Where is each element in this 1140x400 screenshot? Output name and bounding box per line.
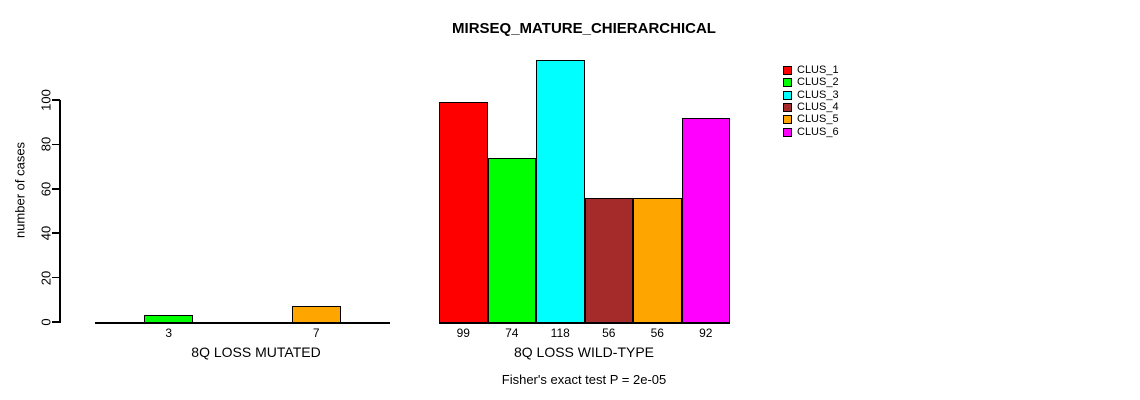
bar-clus_5 bbox=[291, 306, 341, 324]
y-axis-line bbox=[59, 100, 61, 323]
bar-value-label: 74 bbox=[505, 326, 519, 340]
y-axis-tick bbox=[52, 99, 60, 101]
group-label: 8Q LOSS WILD-TYPE bbox=[513, 344, 655, 360]
x-baseline bbox=[95, 322, 391, 324]
bar-value-label: 7 bbox=[312, 326, 320, 340]
legend-item: CLUS_2 bbox=[783, 77, 839, 88]
bar-value-label: 3 bbox=[165, 326, 173, 340]
legend-swatch bbox=[783, 66, 792, 75]
bar-value-label: 118 bbox=[550, 326, 570, 340]
legend-item: CLUS_1 bbox=[783, 65, 839, 76]
bar-clus_6 bbox=[681, 117, 730, 324]
y-axis-tick bbox=[52, 232, 60, 234]
legend-item: CLUS_6 bbox=[783, 125, 839, 138]
bar-clus_3 bbox=[536, 60, 585, 324]
legend-swatch bbox=[783, 90, 792, 100]
legend-label: CLUS_6 bbox=[797, 125, 839, 138]
y-axis-tick bbox=[52, 321, 60, 323]
bar-clus_2 bbox=[144, 315, 194, 324]
legend-swatch bbox=[783, 78, 792, 88]
legend-swatch bbox=[783, 115, 792, 125]
y-axis-label: number of cases bbox=[12, 141, 28, 239]
bar-value-label: 92 bbox=[699, 326, 713, 340]
footnote: Fisher's exact test P = 2e-05 bbox=[501, 372, 667, 387]
chart-title: MIRSEQ_MATURE_CHIERARCHICAL bbox=[452, 20, 716, 37]
bar-value-label: 56 bbox=[650, 326, 664, 340]
bar-clus_1 bbox=[439, 102, 488, 324]
legend-item: CLUS_3 bbox=[783, 88, 839, 101]
y-axis-tick-label: 20 bbox=[38, 270, 54, 285]
legend-item: CLUS_5 bbox=[783, 114, 839, 125]
bar-clus_2 bbox=[487, 157, 536, 324]
bar-value-label: 56 bbox=[602, 326, 616, 340]
y-axis-tick bbox=[52, 276, 60, 279]
y-axis-tick-label: 80 bbox=[38, 137, 54, 152]
bar-clus_5 bbox=[633, 197, 682, 324]
bar-value-label: 99 bbox=[456, 326, 470, 340]
y-axis-tick-label: 100 bbox=[38, 89, 54, 111]
legend-label: CLUS_3 bbox=[797, 88, 839, 101]
legend-item: CLUS_4 bbox=[783, 100, 839, 113]
legend-label: CLUS_2 bbox=[797, 76, 839, 89]
group-label: 8Q LOSS MUTATED bbox=[191, 344, 321, 360]
y-axis-tick-label: 40 bbox=[38, 225, 54, 241]
y-axis-tick bbox=[52, 143, 60, 146]
y-axis-tick bbox=[52, 188, 60, 190]
legend-label: CLUS_5 bbox=[797, 113, 839, 126]
legend-swatch bbox=[783, 102, 792, 112]
y-axis-tick-label: 0 bbox=[38, 318, 54, 326]
y-axis-tick-label: 60 bbox=[38, 181, 54, 197]
legend-label: CLUS_1 bbox=[797, 64, 839, 76]
legend-swatch bbox=[783, 127, 792, 137]
legend-label: CLUS_4 bbox=[797, 100, 839, 113]
bar-clus_4 bbox=[584, 197, 633, 324]
